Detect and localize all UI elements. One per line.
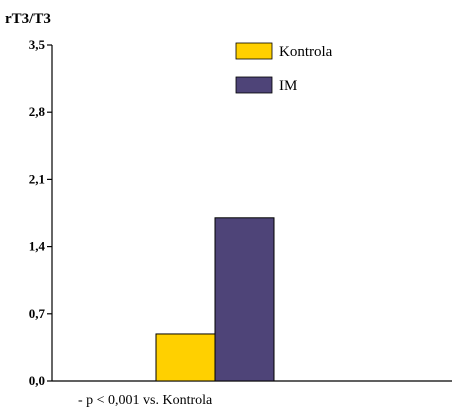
y-tick-label: 3,5: [29, 37, 46, 52]
bar-kontrola: [155, 333, 216, 382]
y-tick-label: 1,4: [29, 239, 46, 254]
legend-swatch-im: [235, 76, 273, 94]
y-tick-label: 0,0: [29, 373, 45, 388]
bar-im: [214, 217, 275, 382]
y-axis-ticks: 0,0 0,7 1,4 2,1 2,8 3,5: [29, 37, 52, 388]
footnote: - p < 0,001 vs. Kontrola: [78, 393, 213, 408]
legend-label-im: IM: [279, 78, 297, 94]
legend-swatch-kontrola: [235, 42, 273, 60]
legend: Kontrola IM: [235, 42, 333, 94]
y-tick-label: 2,1: [29, 171, 45, 186]
legend-label-kontrola: Kontrola: [279, 44, 333, 60]
y-tick-label: 0,7: [29, 306, 46, 321]
bars: [155, 217, 275, 382]
y-tick-label: 2,8: [29, 104, 46, 119]
y-axis-label: rT3/T3: [5, 11, 51, 27]
